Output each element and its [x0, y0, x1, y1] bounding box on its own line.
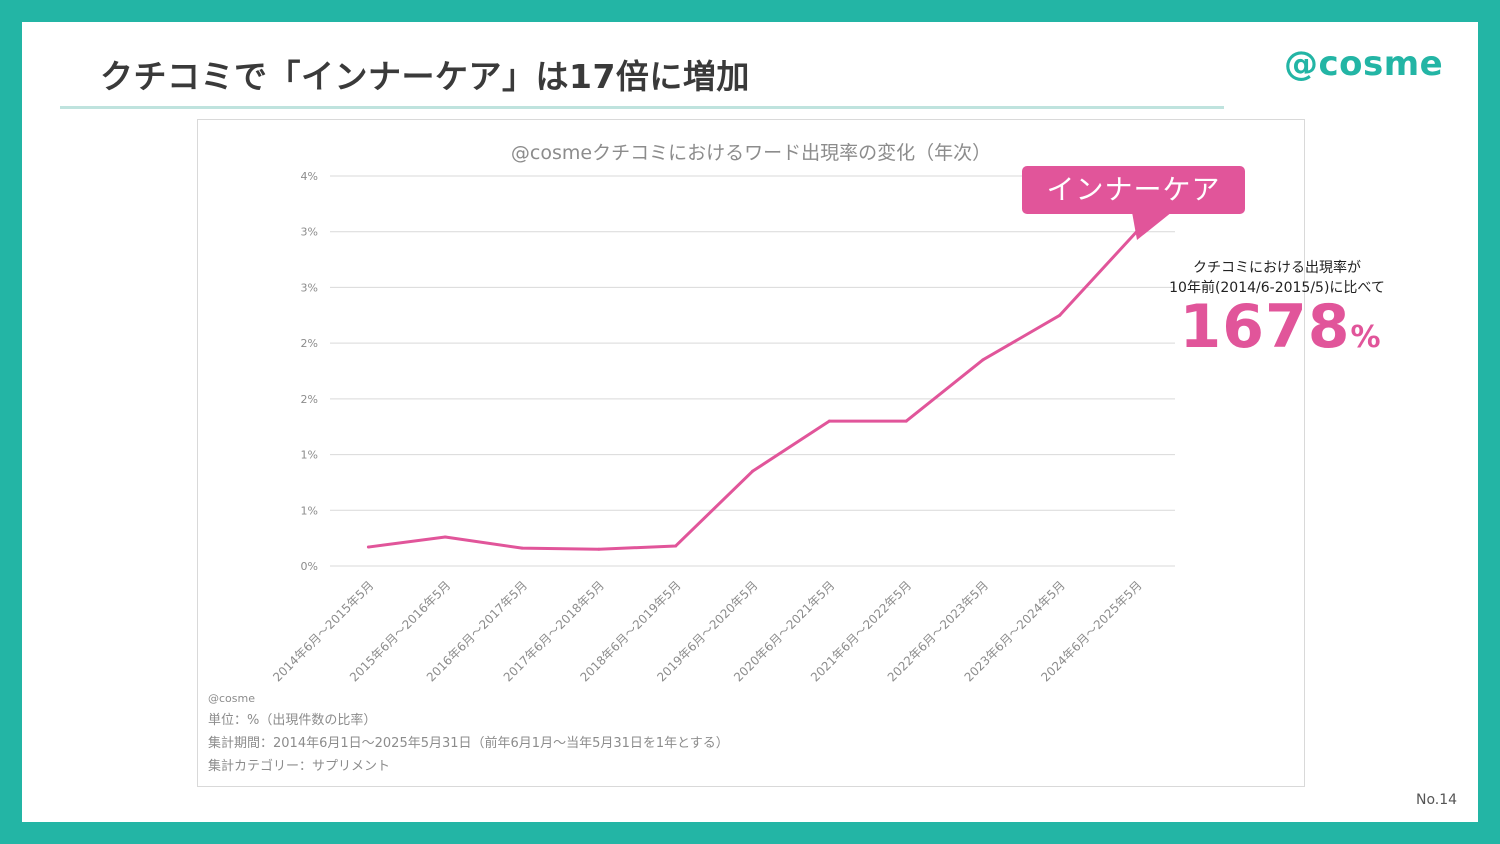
y-tick-label: 3% [301, 281, 318, 294]
y-tick-label: 3% [301, 226, 318, 239]
chart-unit-note: 単位：%（出現件数の比率） [208, 713, 377, 728]
data-point [827, 419, 831, 423]
chart-notes: @cosme 単位：%（出現件数の比率） 集計期間：2014年6月1日～2025… [208, 692, 729, 778]
data-point [443, 535, 447, 539]
line-chart: 0% 1% 1% 2% 2% 3% 3% 4% 2014年6月～2015年5月2015年6月～… [270, 170, 1175, 685]
page-number: No.14 [1416, 792, 1458, 808]
chart-panel: @cosmeクチコミにおけるワード出現率の変化（年次） 0% 1% 1% 2% 2% 3%… [197, 119, 1305, 787]
y-tick-label: 4% [301, 170, 318, 183]
slide: クチコミで「インナーケア」は17倍に増加 @cosme @cosmeクチコミにお… [22, 22, 1478, 822]
series-callout: インナーケア [1022, 166, 1245, 214]
chart-category-note: 集計カテゴリー：サプリメント [208, 759, 391, 774]
data-point [674, 544, 678, 548]
data-point [1058, 313, 1062, 317]
slide-title: クチコミで「インナーケア」は17倍に増加 [100, 57, 750, 96]
y-tick-label: 2% [301, 393, 318, 406]
title-divider [60, 106, 1224, 109]
stat-unit: % [1350, 320, 1381, 355]
data-point [366, 545, 370, 549]
stat-description-line1: クチコミにおける出現率が [1193, 260, 1361, 276]
stat-description: クチコミにおける出現率が 10年前(2014/6-2015/5)に比べて [1142, 258, 1412, 298]
x-axis-ticks: 2014年6月～2015年5月2015年6月～2016年5月2016年6月～20… [270, 578, 1145, 684]
stat-value: 1678 [1179, 292, 1351, 362]
cosme-logo: @cosme [1284, 44, 1444, 84]
data-point [981, 358, 985, 362]
y-tick-label: 0% [301, 560, 318, 573]
stat-highlight: 1678% [1150, 292, 1410, 362]
data-point [597, 547, 601, 551]
chart-period-note: 集計期間：2014年6月1日～2025年5月31日（前年6月1月～当年5月31日… [208, 736, 729, 751]
series-layer [366, 230, 1139, 551]
chart-title: @cosmeクチコミにおけるワード出現率の変化（年次） [510, 142, 992, 164]
y-axis-ticks: 0% 1% 1% 2% 2% 3% 3% 4% [301, 170, 318, 573]
y-tick-label: 1% [301, 449, 318, 462]
callout-pointer [1132, 212, 1172, 240]
data-point [520, 546, 524, 550]
data-point [751, 469, 754, 473]
data-point [904, 419, 908, 423]
y-tick-label: 1% [301, 504, 318, 517]
chart-source: @cosme [208, 692, 255, 705]
gridlines [330, 175, 1175, 567]
stat-description-line2: 10年前(2014/6-2015/5)に比べて [1169, 280, 1385, 296]
y-tick-label: 2% [301, 337, 318, 350]
series-line [368, 230, 1138, 551]
